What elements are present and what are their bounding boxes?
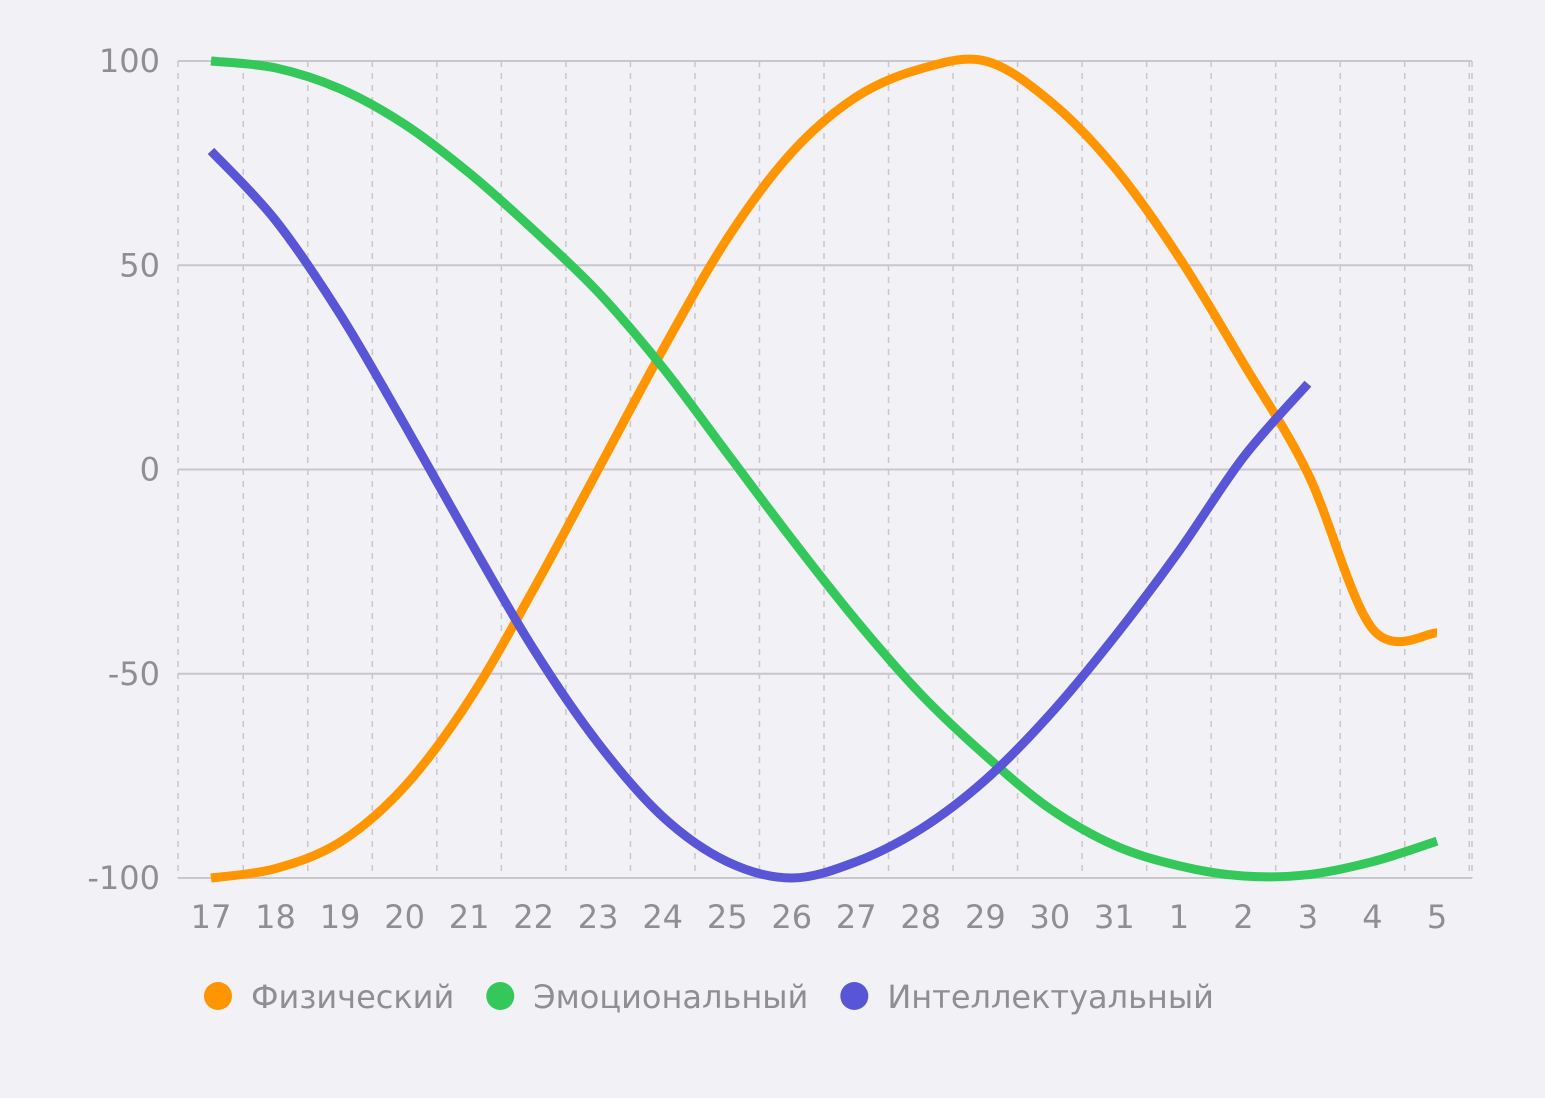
- x-tick-label: 24: [642, 898, 683, 936]
- x-tick-label: 1: [1169, 898, 1189, 936]
- x-tick-label: 4: [1362, 898, 1382, 936]
- x-tick-label: 25: [707, 898, 748, 936]
- legend-marker: [486, 982, 515, 1010]
- series-line-2: [210, 56, 1439, 882]
- x-tick-label: 3: [1298, 898, 1318, 936]
- y-tick-label: 50: [119, 246, 160, 284]
- x-tick-label: 21: [449, 898, 490, 936]
- x-tick-label: 18: [255, 898, 296, 936]
- legend-label: Интеллектуальный: [887, 978, 1214, 1016]
- x-tick-label: 30: [1029, 898, 1070, 936]
- x-tick-label: 31: [1094, 898, 1135, 936]
- y-tick-label: 0: [140, 451, 160, 489]
- x-tick-label: 2: [1233, 898, 1253, 936]
- y-tick-label: -100: [87, 859, 160, 897]
- x-tick-label: 20: [384, 898, 425, 936]
- x-tick-label: 27: [836, 898, 877, 936]
- legend-marker: [204, 982, 232, 1010]
- x-tick-label: 23: [578, 898, 619, 936]
- x-tick-label: 26: [771, 898, 812, 936]
- x-tick-label: 22: [513, 898, 554, 936]
- grid: [177, 60, 1473, 879]
- legend: Физический Эмоциональный Интеллектуальный: [204, 978, 1214, 1016]
- legend-marker: [840, 982, 869, 1010]
- legend-label: Эмоциональный: [533, 978, 808, 1016]
- x-tick-label: 17: [191, 898, 232, 936]
- legend-label: Физический: [251, 978, 454, 1016]
- x-tick-label: 5: [1427, 898, 1447, 936]
- x-tick-label: 29: [965, 898, 1006, 936]
- y-tick-label: -50: [108, 655, 160, 693]
- x-tick-label: 28: [900, 898, 941, 936]
- y-tick-label: 100: [99, 42, 160, 80]
- series-lines: [207, 54, 1439, 883]
- series-line-3: [207, 147, 1312, 883]
- x-tick-label: 19: [320, 898, 361, 936]
- series-line-1: [210, 54, 1438, 883]
